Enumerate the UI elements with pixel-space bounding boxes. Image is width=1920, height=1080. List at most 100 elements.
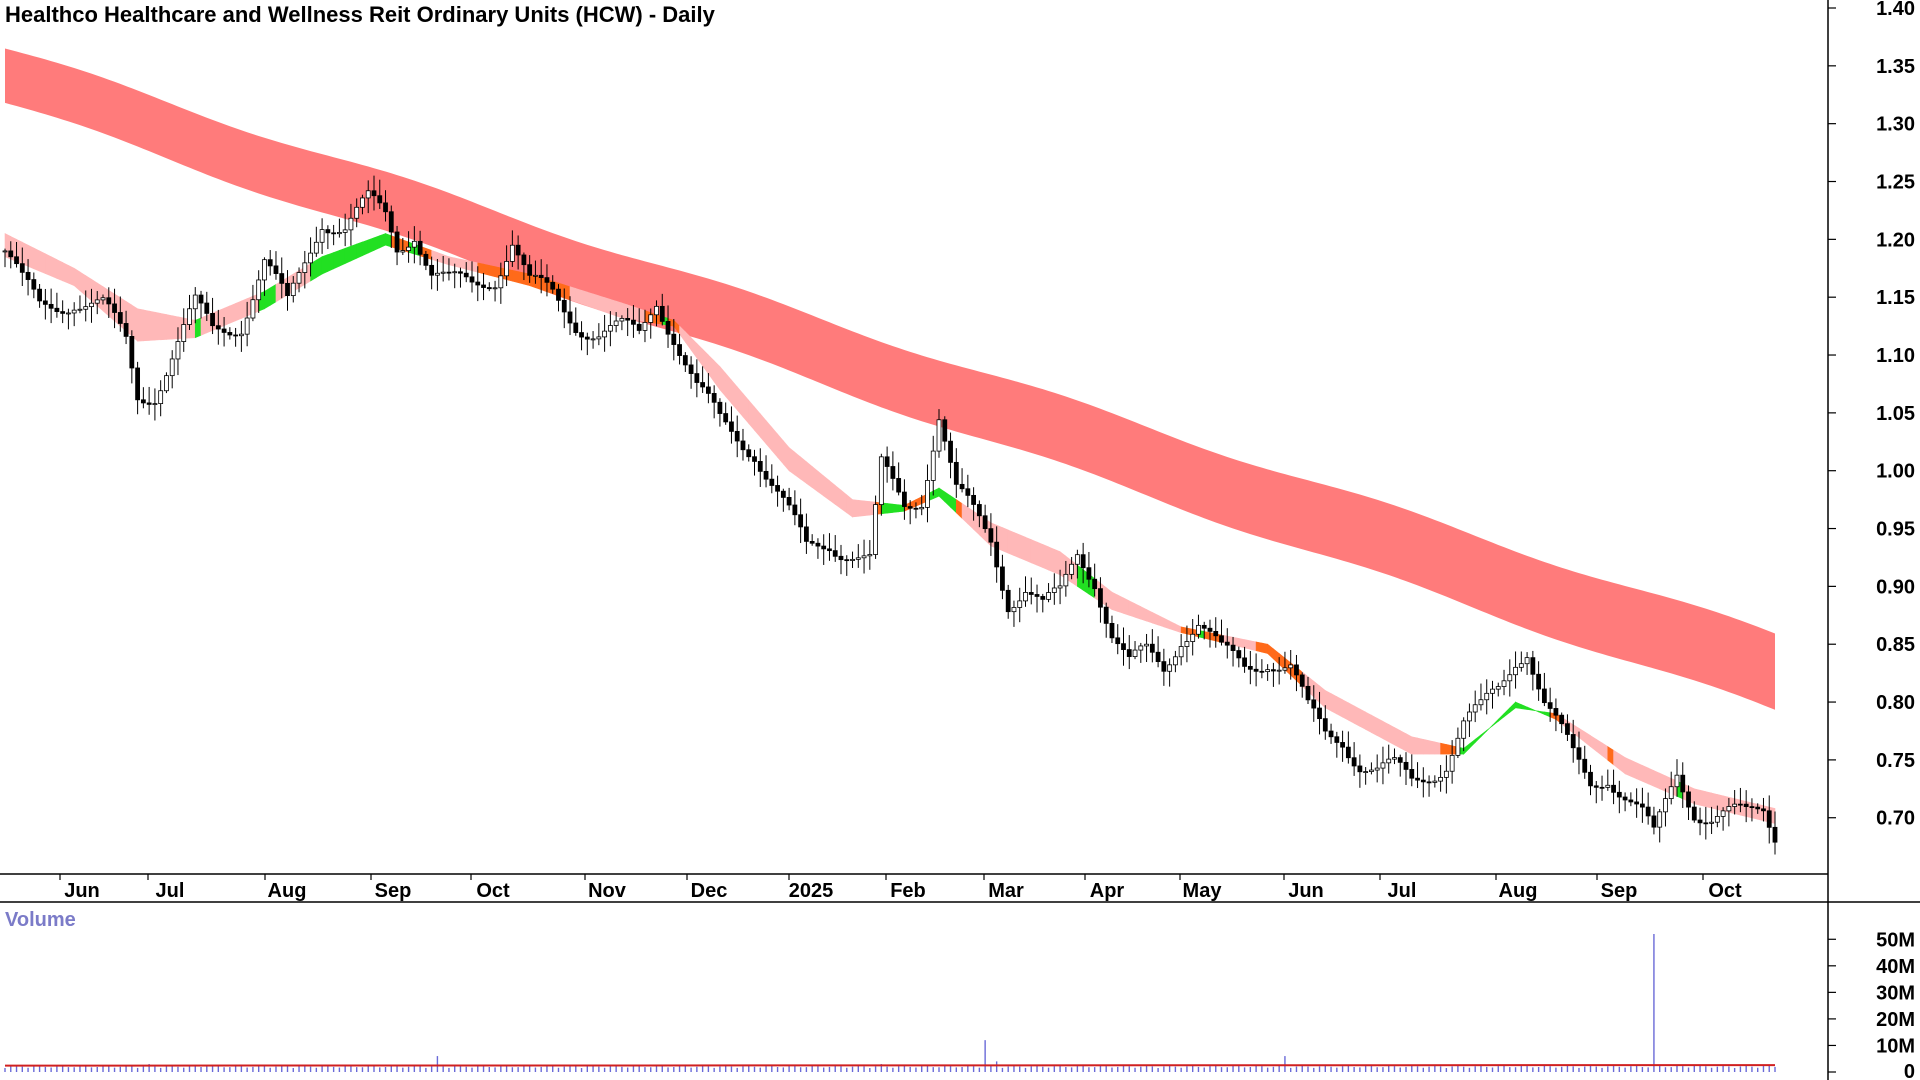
candle-body [1265,669,1271,673]
short-band-segment [1002,527,1009,554]
candle-body [181,324,187,342]
short-band-segment [759,413,767,445]
date-tick-label: Feb [890,880,926,902]
candle-body [342,229,348,233]
short-band-segment [1601,742,1609,761]
short-band-segment [1042,543,1049,571]
short-band-segment [1376,717,1384,740]
candle-body [804,526,809,542]
short-band-segment [1590,735,1597,752]
candle-body [1749,806,1755,809]
candle-body [1369,769,1374,773]
short-band-segment [1388,723,1395,746]
date-tick-label: Jul [1388,880,1417,902]
short-band-segment [1180,626,1188,635]
short-band-segment [39,250,46,275]
candle-body [302,262,308,273]
candle-body [815,542,821,547]
candle-body [1149,643,1155,653]
candle-body [1017,600,1023,608]
candle-body [1351,757,1357,767]
short-band-segment [1595,738,1603,757]
short-band-segment [1250,640,1257,652]
price-tick-label: 0.80 [1876,692,1915,714]
short-band-segment [229,303,236,324]
short-band-segment [1255,641,1263,653]
candle-body [631,319,636,325]
short-band-segment [563,284,571,301]
candle-body [1040,596,1046,600]
volume-bars [4,933,1776,1072]
candle-body [1732,803,1738,807]
date-tick-label: Aug [268,880,307,902]
short-band-segment [1169,620,1176,632]
candle-body [948,440,953,463]
short-band-segment [581,289,588,307]
short-band-segment [742,392,750,425]
short-band-segment [367,237,375,254]
volume-tick-label: 50M [1876,929,1915,951]
short-band-segment [938,487,946,503]
candle-body [1046,592,1051,600]
candle-body [579,332,584,338]
short-band-segment [627,304,634,321]
candle-body [354,206,360,219]
candle-body [723,413,729,423]
date-tick-label: Jun [1288,880,1324,902]
short-band-segment [1653,770,1660,790]
candle-body [1236,650,1242,659]
candle-body [642,322,648,331]
short-band-segment [373,235,381,251]
price-tick-label: 1.25 [1876,172,1915,194]
candle-body [250,299,256,319]
short-band-segment [1480,729,1488,738]
candle-body [827,548,832,552]
candle-body [486,287,492,290]
candle-body [1755,806,1761,810]
candle-body [1207,627,1213,632]
candle-body [1271,669,1276,672]
short-band-segment [800,456,807,484]
candle-body [636,323,642,331]
candle-body [1472,704,1478,713]
short-band-segment [517,271,525,285]
candle-body [1513,666,1518,676]
candle-body [878,456,884,505]
short-band-segment [1077,564,1084,591]
candle-body [1426,781,1432,784]
short-band-segment [1538,710,1545,715]
date-tick-label: Mar [988,880,1024,902]
short-band-segment [806,461,813,489]
short-band-segment [1619,753,1626,775]
candle-body [1132,649,1138,657]
candle-body [1103,606,1109,624]
candle-body [1374,767,1380,771]
candle-body [1628,799,1634,803]
candle-body [1484,692,1490,701]
short-band-segment [702,348,709,375]
short-band-segment [148,310,156,341]
candle-body [1420,779,1426,783]
short-band-segment [1705,791,1712,809]
candle-body [1259,670,1265,673]
short-band-segment [50,256,58,279]
short-band-segment [269,283,277,306]
short-band-segment [1007,529,1015,556]
short-band-segment [339,247,346,267]
short-band-segment [610,298,617,317]
short-band-segment [1261,642,1268,654]
price-tick-label: 1.40 [1876,0,1915,20]
candle-body [227,332,233,336]
candle-body [1536,673,1542,690]
candle-body [215,325,221,330]
date-tick-label: Sep [1601,880,1638,902]
candle-body [336,232,342,235]
short-band-segment [1157,614,1165,628]
candle-body [1213,630,1219,637]
candle-body [221,328,227,333]
candle-body [1691,806,1697,821]
short-band-segment [194,317,202,339]
candle-body [313,241,319,254]
short-band-segment [154,311,161,341]
short-band-segment [1417,737,1424,755]
